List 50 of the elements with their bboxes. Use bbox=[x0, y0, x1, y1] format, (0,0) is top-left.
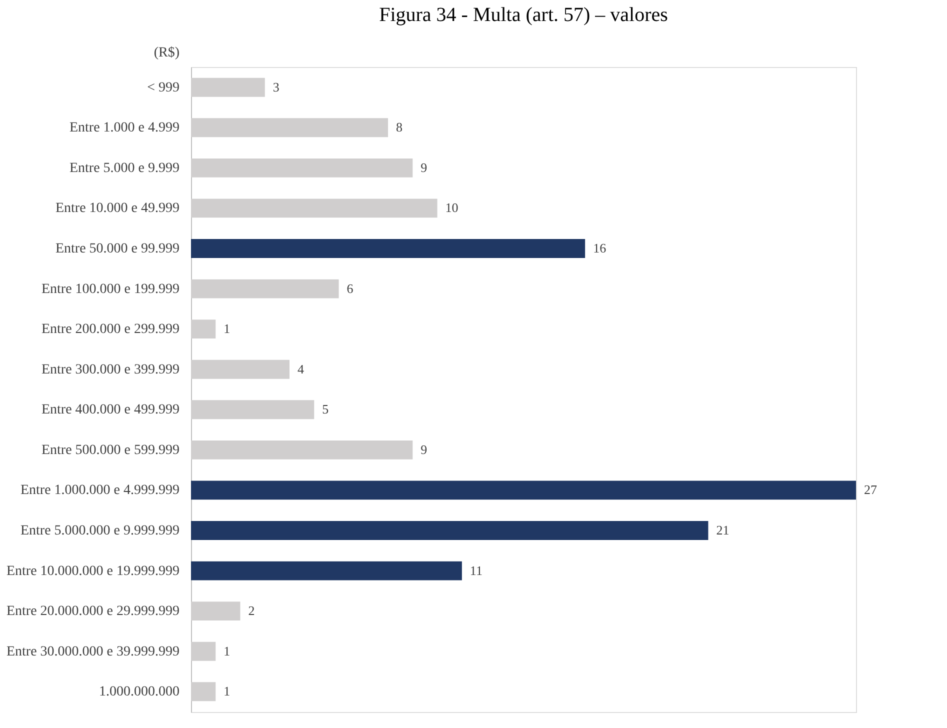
data-label: 9 bbox=[420, 160, 428, 175]
bar bbox=[191, 158, 413, 178]
bar bbox=[191, 521, 708, 540]
bar bbox=[191, 480, 856, 500]
data-label: 8 bbox=[396, 120, 403, 135]
data-label: 2 bbox=[248, 603, 255, 618]
y-tick-label: Entre 10.000 e 49.999 bbox=[55, 201, 180, 216]
bar bbox=[191, 642, 216, 661]
y-tick-label: Entre 400.000 e 499.999 bbox=[41, 402, 180, 418]
y-tick-label: < 999 bbox=[147, 80, 180, 96]
bar bbox=[191, 239, 586, 258]
data-label: 27 bbox=[864, 482, 878, 498]
data-label: 6 bbox=[346, 280, 354, 296]
y-tick-label: 1.000.000.000 bbox=[99, 684, 180, 700]
y-tick-label: Entre 5.000 e 9.999 bbox=[69, 160, 180, 176]
y-tick-label: Entre 10.000.000 e 19.999.999 bbox=[6, 564, 180, 579]
data-label: 9 bbox=[420, 442, 428, 457]
bar bbox=[191, 78, 265, 97]
y-tick-label: Entre 50.000 e 99.999 bbox=[55, 241, 180, 256]
y-tick-label: Entre 20.000.000 e 29.999.999 bbox=[6, 604, 180, 620]
bar bbox=[191, 561, 462, 580]
data-label: 10 bbox=[445, 200, 458, 216]
chart-title: Figura 34 - Multa (art. 57) – valores bbox=[379, 4, 668, 26]
y-tick-label: Entre 300.000 e 399.999 bbox=[41, 362, 180, 378]
bar bbox=[191, 320, 216, 339]
y-tick-label: Entre 500.000 e 599.999 bbox=[41, 442, 180, 458]
y-tick-label: Entre 1.000 e 4.999 bbox=[69, 120, 180, 136]
y-tick-label: Entre 100.000 e 199.999 bbox=[41, 282, 180, 297]
data-label: 3 bbox=[272, 79, 280, 94]
bar bbox=[191, 118, 388, 138]
bar bbox=[191, 279, 339, 298]
data-label: 4 bbox=[298, 361, 305, 376]
data-label: 1 bbox=[224, 321, 230, 336]
data-label: 1 bbox=[224, 684, 230, 699]
bar bbox=[191, 198, 438, 218]
bar bbox=[191, 400, 314, 420]
data-label: 1 bbox=[224, 643, 230, 658]
y-tick-label: Entre 200.000 e 299.999 bbox=[41, 322, 180, 338]
bar bbox=[191, 682, 216, 702]
data-label: 5 bbox=[322, 402, 329, 417]
y-tick-label: Entre 5.000.000 e 9.999.999 bbox=[20, 524, 180, 539]
data-label: 21 bbox=[716, 522, 730, 538]
y-axis-title: (R$) bbox=[154, 46, 180, 60]
bar bbox=[191, 602, 240, 621]
bar bbox=[191, 360, 290, 379]
y-tick-label: Entre 1.000.000 e 4.999.999 bbox=[20, 483, 180, 498]
data-label: 11 bbox=[470, 562, 482, 578]
y-tick-label: Entre 30.000.000 e 39.999.999 bbox=[6, 644, 180, 660]
bar bbox=[191, 440, 413, 460]
data-label: 16 bbox=[593, 240, 607, 256]
